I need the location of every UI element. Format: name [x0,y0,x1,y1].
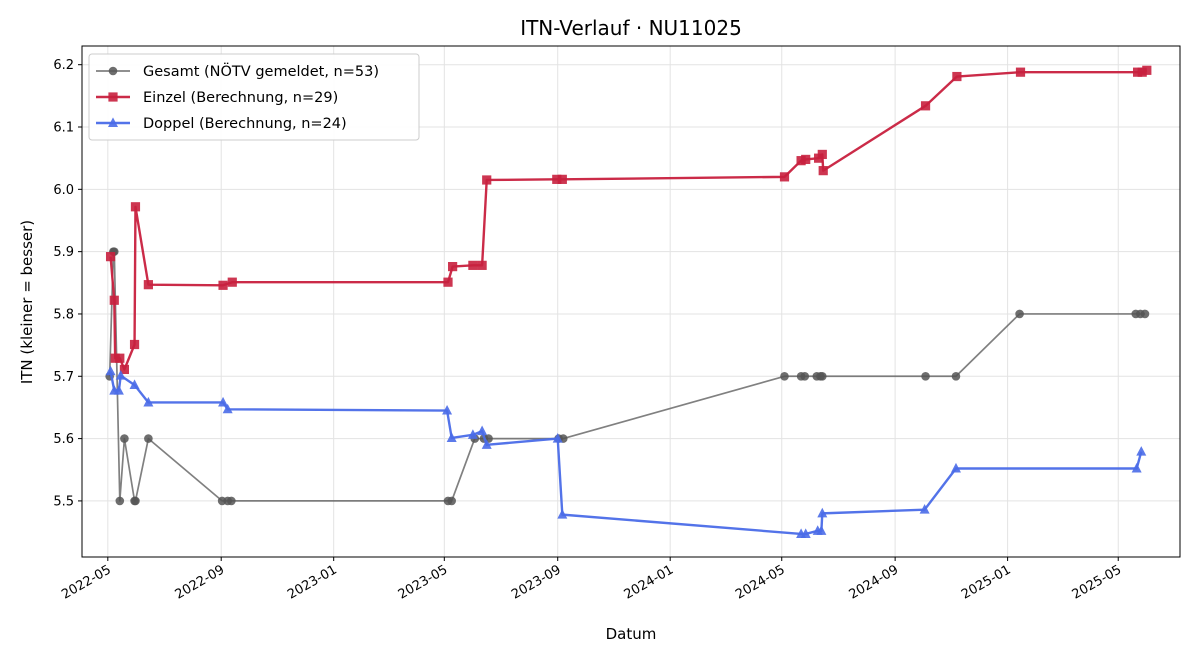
data-point-triangle [129,379,140,390]
data-point-square [920,101,931,111]
y-tick-label: 5.8 [53,307,74,322]
legend-label: Gesamt (NÖTV gemeldet, n=53) [143,62,379,80]
data-point-square [468,260,478,270]
data-point-triangle [113,385,124,395]
x-tick-label: 2022-05 [59,562,114,602]
y-tick-label: 5.6 [53,432,74,447]
data-point-triangle [1136,446,1147,456]
x-tick-label: 2023-05 [396,562,451,602]
data-point-square [227,277,237,287]
data-point-square [443,277,453,287]
data-point-square [119,364,130,375]
data-point-circle [800,371,810,381]
data-point-triangle [1131,462,1142,473]
legend-marker-circle [108,66,118,76]
data-point-triangle [800,528,811,538]
data-point-square [552,174,562,184]
legend-marker-square [108,92,118,102]
x-tick-label: 2025-01 [959,562,1014,602]
data-point-circle [951,371,961,381]
series-line-triangle [109,371,1143,536]
data-point-triangle [552,432,563,443]
data-point-circle [227,496,236,506]
series-layer [105,65,1152,538]
data-point-square [477,260,487,270]
data-point-square [1132,67,1143,77]
data-point-triangle [481,439,492,449]
data-point-square [130,202,141,212]
x-tick-label: 2023-09 [509,562,564,602]
y-tick-label: 5.7 [53,370,74,385]
data-point-square [482,175,492,185]
data-point-square [143,280,153,290]
x-tick-label: 2025-05 [1070,562,1125,602]
x-tick-label: 2024-05 [733,562,788,602]
data-point-triangle [950,462,961,473]
data-point-triangle [467,429,478,439]
x-tick-label: 2024-09 [847,562,902,602]
y-tick-label: 5.5 [53,494,74,509]
data-point-triangle [115,370,126,380]
data-point-triangle [557,509,568,519]
data-point-triangle [218,396,229,407]
data-point-square [796,156,806,166]
data-point-square [129,339,140,350]
data-point-square [105,252,116,262]
data-point-square [1142,65,1152,75]
data-point-circle [1140,309,1150,319]
data-point-circle [120,434,129,443]
data-point-triangle [143,396,154,407]
data-point-square [448,262,458,272]
data-point-square [218,280,228,290]
data-point-circle [144,434,153,443]
data-point-circle [131,496,140,506]
data-point-triangle [442,404,453,415]
data-point-square [779,172,790,182]
legend-label: Doppel (Berechnung, n=24) [143,116,347,132]
y-tick-label: 6.1 [53,121,74,136]
data-point-square [1015,67,1026,77]
plot-frame [81,45,1181,558]
y-tick-label: 5.9 [53,245,74,260]
data-point-square [801,154,811,165]
data-point-triangle [105,365,116,376]
data-point-square [115,353,125,363]
legend-box [88,53,420,141]
data-point-square [1137,67,1147,77]
chart-title: ITN-Verlauf · NU11025 [520,16,742,40]
legend-label: Einzel (Berechnung, n=29) [143,90,338,106]
x-tick-label: 2023-01 [285,562,340,602]
x-axis-label: Datum [606,625,657,643]
data-point-square [109,295,119,305]
data-point-circle [1015,309,1024,319]
data-point-triangle [222,403,233,414]
data-point-triangle [919,504,930,514]
data-point-circle [780,371,789,381]
series-triangle [105,365,1147,538]
data-point-square [952,71,962,82]
data-point-circle [115,496,125,506]
data-point-triangle [477,425,488,436]
data-point-square [557,174,567,184]
legend: Gesamt (NÖTV gemeldet, n=53) Einzel (Bere… [88,53,420,141]
legend-marker-triangle [108,117,118,127]
data-point-square [818,166,828,176]
y-tick-label: 6.2 [53,58,74,73]
data-point-circle [817,371,827,381]
data-point-square [817,149,827,160]
y-axis-label: ITN (kleiner = besser) [18,220,36,384]
x-tick-label: 2022-09 [173,562,228,602]
x-tick-label: 2024-01 [622,562,677,602]
data-point-circle [447,496,456,506]
series-square [105,65,1152,375]
data-point-triangle [816,525,827,535]
data-point-square [110,353,120,363]
data-point-triangle [817,507,828,518]
data-point-circle [921,371,930,381]
y-tick-label: 6.0 [53,183,74,198]
data-point-triangle [446,432,457,442]
